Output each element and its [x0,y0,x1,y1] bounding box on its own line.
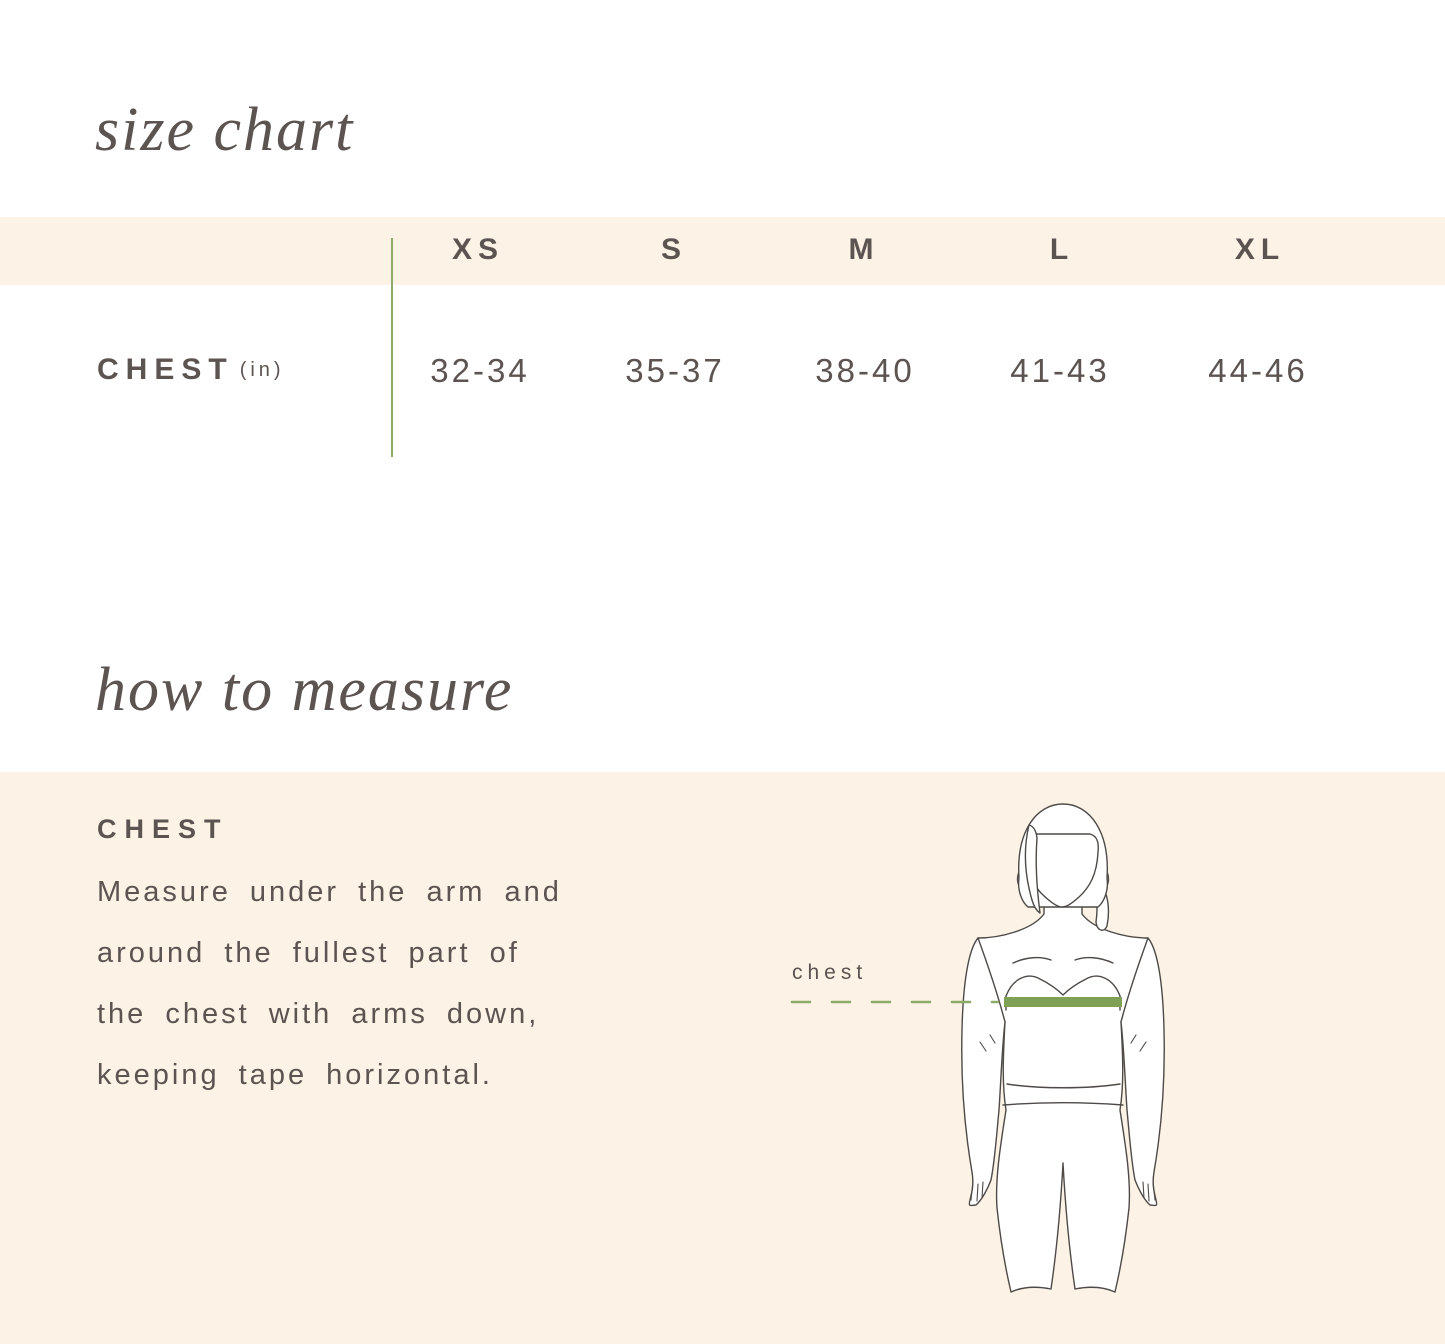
table-divider-line [391,238,393,457]
instruction-line: around the fullest part of [97,937,520,969]
figure-left-arm [961,937,1006,1207]
chest-measure-bar [1004,997,1122,1007]
instruction-line: Measure under the arm and [97,876,562,908]
measurement-figure-illustration [790,803,1165,1293]
instruction-line: the chest with arms down, [97,998,540,1030]
chest-row-label-text: CHEST [97,353,234,386]
measure-instructions: Measure under the arm and around the ful… [97,862,562,1106]
figure-hand-lines [970,1034,1156,1202]
size-column-xs: XS [451,233,505,266]
size-column-s: S [660,233,688,266]
chest-value-s: 35-37 [625,352,725,389]
size-column-xl: XL [1234,233,1286,266]
measure-section-label: CHEST [97,814,229,844]
page-title: size chart [95,96,355,164]
table-row-label: CHEST (in) [97,353,285,387]
chest-value-m: 38-40 [815,352,915,389]
figure-right-arm [1120,937,1165,1207]
figure-body [977,875,1149,1293]
chest-value-xl: 44-46 [1208,352,1308,389]
figure-chest-label: chest [792,961,868,984]
size-column-m: M [848,233,880,266]
figure-hair-strand [1024,824,1041,914]
size-table-header-band [0,217,1445,285]
figure-collarbones [1012,956,1114,964]
chest-row-unit: (in) [239,359,285,381]
chest-value-xs: 32-34 [430,352,530,389]
size-column-l: L [1049,233,1075,266]
how-to-measure-title: how to measure [95,656,514,724]
how-to-measure-panel [0,772,1445,1344]
instruction-line: keeping tape horizontal. [97,1059,493,1091]
chest-value-l: 41-43 [1010,352,1110,389]
figure-waistband [1002,1083,1124,1106]
